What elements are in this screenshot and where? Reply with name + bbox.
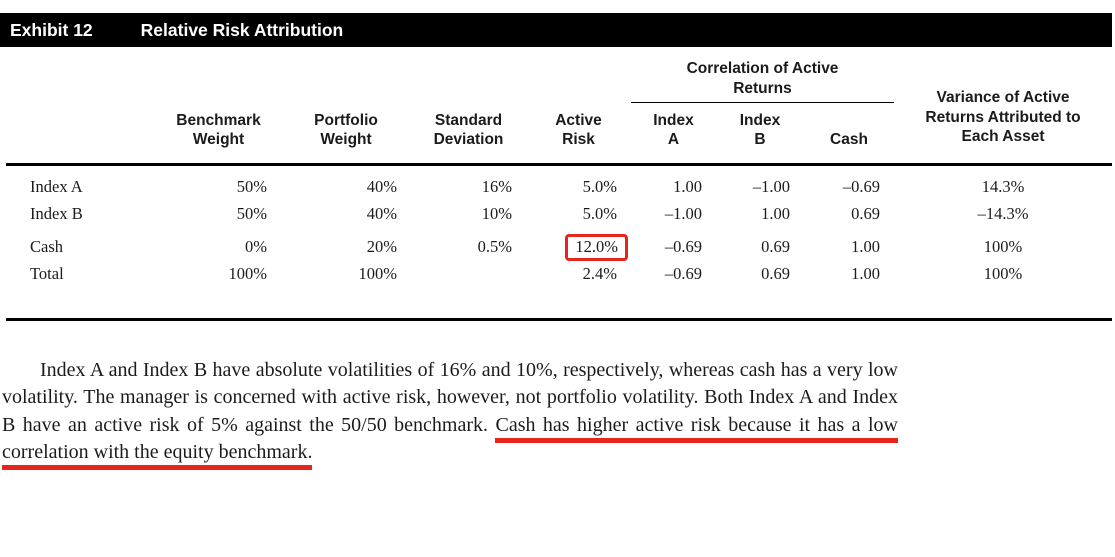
portfolio-weight-cell: 20%: [366, 237, 397, 257]
corr-a-cell: 1.00: [631, 163, 716, 198]
corr-a-cell: –1.00: [664, 204, 702, 224]
relative-risk-attribution-table: Correlation of Active Returns Variance o…: [6, 59, 1113, 321]
highlight-box-active-risk-cash: 12.0%: [565, 233, 628, 261]
row-label: Index A: [6, 163, 156, 198]
row-label: Cash: [30, 237, 63, 257]
row-label: Total: [6, 263, 156, 321]
col-header-active-risk: Active Risk: [526, 102, 631, 165]
column-header-row: Benchmark Weight Portfolio Weight Standa…: [6, 102, 1112, 165]
active-risk-cell: 2.4%: [526, 263, 631, 321]
active-risk-cell: 5.0%: [582, 204, 617, 224]
exhibit-label: Exhibit 12: [10, 19, 93, 40]
corr-a-cell: –0.69: [631, 263, 716, 321]
benchmark-weight-cell: 50%: [156, 163, 281, 198]
corr-cash-cell: –0.69: [804, 163, 895, 198]
correlation-group-label: Correlation of Active Returns: [686, 60, 839, 97]
col-header-corr-index-b: Index B: [716, 102, 804, 165]
benchmark-weight-cell: 50%: [236, 204, 267, 224]
exhibit-title: Relative Risk Attribution: [140, 19, 344, 40]
col-header-label: Cash: [830, 131, 868, 149]
col-header-label: Benchmark Weight: [176, 111, 261, 149]
col-header-label: Index A: [653, 111, 694, 149]
portfolio-weight-cell: 40%: [281, 163, 411, 198]
portfolio-weight-cell: 100%: [281, 263, 411, 321]
benchmark-weight-cell: 100%: [156, 263, 281, 321]
exhibit-header-bar: Exhibit 12 Relative Risk Attribution: [0, 13, 1112, 47]
table-row-total: Total 100% 100% 2.4% –0.69 0.69 1.00 100…: [6, 263, 1113, 321]
col-header-corr-cash: Cash: [804, 102, 894, 165]
col-header-label: Portfolio Weight: [314, 111, 378, 149]
empty-header-cell: [6, 59, 631, 102]
document-page: Exhibit 12 Relative Risk Attribution Cor…: [0, 13, 1115, 557]
table-row-cash: Cash 0% 20% 0.5% 12.0% –0.69 0.69 1.00 1…: [6, 231, 1112, 264]
empty-header-cell: [6, 102, 156, 165]
col-header-portfolio-weight: Portfolio Weight: [281, 102, 411, 165]
red-underlined-conclusion: Cash has higher active risk because it h…: [2, 413, 898, 471]
col-header-benchmark-weight: Benchmark Weight: [156, 102, 281, 165]
correlation-group-header: Correlation of Active Returns: [631, 59, 895, 103]
variance-cell: 100%: [894, 263, 1113, 321]
active-risk-cell: 5.0%: [526, 163, 631, 198]
col-header-standard-deviation: Standard Deviation: [411, 102, 526, 165]
std-dev-cell: [411, 263, 526, 321]
table-row-index-a: Index A 50% 40% 16% 5.0% 1.00 –1.00 –0.6…: [6, 163, 1113, 198]
corr-b-cell: 0.69: [761, 237, 790, 257]
col-header-label: Active Risk: [555, 111, 602, 149]
commentary-paragraph: Index A and Index B have absolute volati…: [2, 357, 898, 471]
col-header-label: Index B: [739, 111, 781, 149]
table-row-index-b: Index B 50% 40% 10% 5.0% –1.00 1.00 0.69…: [6, 198, 1112, 231]
std-dev-cell: 0.5%: [477, 237, 512, 257]
benchmark-weight-cell: 0%: [245, 237, 267, 257]
corr-a-cell: –0.69: [664, 237, 702, 257]
std-dev-cell: 16%: [411, 163, 526, 198]
variance-column-header: Variance of Active Returns Attributed to…: [894, 59, 1112, 165]
row-label: Index B: [30, 204, 83, 224]
variance-cell: 100%: [983, 237, 1023, 257]
corr-cash-cell: 1.00: [851, 237, 881, 257]
corr-b-cell: 0.69: [716, 263, 804, 321]
col-header-label: Standard Deviation: [433, 111, 504, 149]
portfolio-weight-cell: 40%: [366, 204, 397, 224]
variance-cell: –14.3%: [977, 204, 1029, 224]
corr-b-cell: –1.00: [716, 163, 804, 198]
active-risk-cell: 12.0%: [526, 231, 631, 264]
variance-column-label: Variance of Active Returns Attributed to…: [925, 88, 1081, 146]
group-header-row: Correlation of Active Returns Variance o…: [6, 59, 1112, 145]
col-header-corr-index-a: Index A: [631, 102, 716, 165]
corr-cash-cell: 0.69: [851, 204, 881, 224]
std-dev-cell: 10%: [481, 204, 512, 224]
corr-b-cell: 1.00: [761, 204, 790, 224]
corr-cash-cell: 1.00: [804, 263, 895, 321]
paragraph-text: Index A and Index B have absolute volati…: [2, 358, 898, 436]
variance-cell: 14.3%: [894, 163, 1113, 198]
